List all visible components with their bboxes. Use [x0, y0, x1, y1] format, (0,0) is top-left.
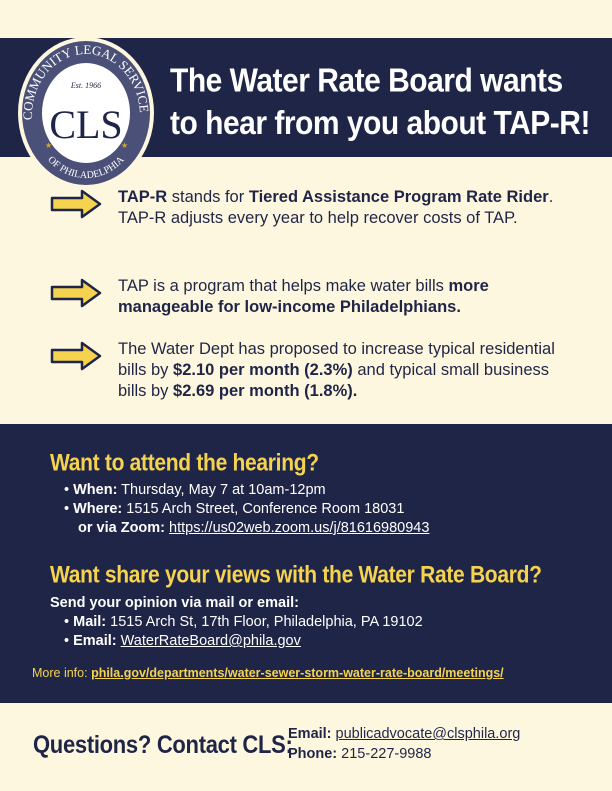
board-email-link[interactable]: WaterRateBoard@phila.gov — [120, 633, 301, 649]
contact-email-link[interactable]: publicadvocate@clsphila.org — [335, 726, 521, 742]
headline: The Water Rate Board wants to hear from … — [170, 60, 590, 145]
svg-text:CLS: CLS — [49, 102, 122, 147]
hearing-section — [0, 424, 612, 703]
arrow-right-icon — [50, 341, 102, 371]
hearing-title: Want to attend the hearing? — [50, 450, 319, 477]
svg-text:Est. 1966: Est. 1966 — [70, 81, 101, 90]
contact-info: Email: publicadvocate@clsphila.org Phone… — [288, 726, 521, 762]
headline-line2: to hear from you about TAP-R! — [170, 104, 590, 142]
more-info: More info: phila.gov/departments/water-s… — [32, 666, 504, 680]
cls-logo: COMMUNITY LEGAL SERVICES OF PHILADELPHIA… — [17, 36, 154, 189]
arrow-right-icon — [50, 278, 102, 308]
more-info-link[interactable]: phila.gov/departments/water-sewer-storm-… — [91, 666, 504, 680]
headline-line1: The Water Rate Board wants — [170, 62, 563, 100]
hearing-list: • When: Thursday, May 7 at 10am-12pm • W… — [64, 482, 430, 536]
info-point: The Water Dept has proposed to increase … — [50, 339, 570, 402]
info-point: TAP is a program that helps make water b… — [50, 276, 570, 318]
info-point: TAP-R stands for Tiered Assistance Progr… — [50, 187, 570, 229]
contact-title: Questions? Contact CLS: — [33, 730, 293, 759]
zoom-link[interactable]: https://us02web.zoom.us/j/81616980943 — [169, 520, 430, 536]
share-title: Want share your views with the Water Rat… — [50, 562, 542, 589]
share-intro: Send your opinion via mail or email: — [50, 595, 299, 611]
svg-text:★: ★ — [45, 141, 52, 150]
svg-text:★: ★ — [121, 141, 128, 150]
share-list: • Mail: 1515 Arch St, 17th Floor, Philad… — [64, 614, 423, 649]
arrow-right-icon — [50, 189, 102, 219]
